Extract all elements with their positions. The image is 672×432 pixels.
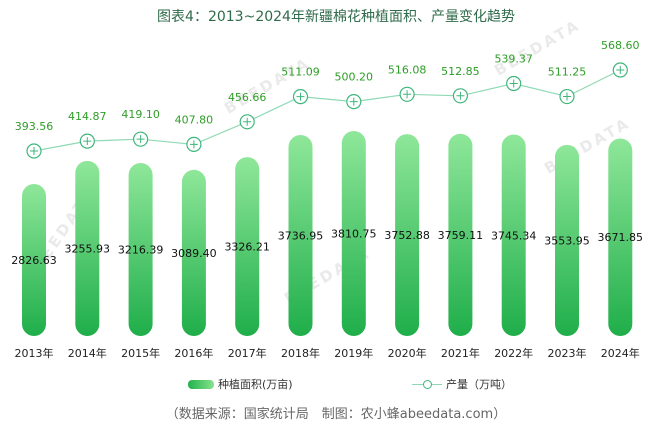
output-point-2022年 [506, 75, 522, 92]
marker-cross [616, 66, 625, 74]
marker-cross [243, 117, 252, 126]
bar-value-label: 3759.11 [438, 229, 484, 242]
output-value-label: 419.10 [121, 108, 160, 121]
legend-item-area: 种植面积(万亩) [188, 376, 293, 392]
bar-value-label: 3745.34 [491, 229, 537, 242]
output-line [33, 69, 621, 152]
bar-2023年 [555, 144, 579, 336]
x-tick-label: 2014年 [68, 346, 107, 360]
x-tick-label: 2015年 [121, 346, 160, 360]
marker-cross [456, 91, 465, 100]
output-point-2023年 [559, 88, 575, 105]
x-tick-label: 2019年 [334, 346, 373, 360]
bar-2021年 [448, 133, 473, 336]
bar-value-label: 3326.21 [224, 241, 270, 254]
x-tick-label: 2023年 [548, 346, 587, 360]
bar-2014年 [75, 160, 100, 336]
output-point-2017年 [239, 114, 255, 130]
legend-bar-swatch [188, 379, 214, 389]
watermark-text: BEEDATA [221, 54, 314, 118]
x-tick-label: 2024年 [601, 346, 640, 360]
output-point-2018年 [292, 89, 309, 105]
output-point-2015年 [133, 131, 149, 147]
marker-cross [563, 92, 571, 101]
marker-cross [403, 90, 412, 99]
chart-title: 图表4：2013~2024年新疆棉花种植面积、产量变化趋势 [157, 9, 515, 25]
output-point-2016年 [186, 136, 202, 153]
bar-2020年 [395, 134, 420, 336]
bar-2017年 [235, 157, 260, 336]
output-point-2014年 [79, 133, 95, 149]
output-value-label: 516.08 [388, 63, 427, 76]
output-point-2020年 [399, 86, 415, 102]
bar-value-label: 3089.40 [171, 247, 217, 260]
output-value-label: 393.56 [15, 120, 54, 133]
output-value-label: 414.87 [68, 110, 107, 123]
output-point-2019年 [346, 94, 362, 110]
bar-2018年 [288, 134, 313, 336]
output-point-2024年 [612, 62, 628, 78]
x-tick-label: 2018年 [281, 346, 320, 360]
marker-cross [136, 135, 145, 144]
bar-value-label: 2826.63 [11, 254, 57, 267]
output-value-label: 539.37 [494, 53, 533, 66]
marker-cross [189, 140, 198, 149]
x-tick-label: 2021年 [441, 346, 480, 360]
marker-cross [30, 147, 38, 155]
legend-label-area: 种植面积(万亩) [218, 378, 293, 391]
bar-value-label: 3752.88 [384, 229, 430, 242]
bar-value-label: 3736.95 [278, 229, 324, 242]
legend: 种植面积(万亩) 产量（万吨） [0, 376, 672, 394]
output-point-2021年 [452, 88, 468, 104]
x-tick-label: 2017年 [228, 346, 267, 360]
bar-2015年 [128, 162, 153, 336]
output-value-label: 511.25 [548, 66, 587, 79]
bar-2019年 [341, 131, 366, 336]
bar-2016年 [181, 169, 206, 336]
output-value-label: 500.20 [335, 71, 374, 84]
bar-value-label: 3255.93 [65, 242, 111, 255]
marker-cross [509, 79, 518, 88]
bar-value-label: 3671.85 [598, 231, 644, 244]
legend-line-swatch [412, 379, 442, 389]
x-tick-label: 2022年 [494, 346, 533, 360]
bar-2013年 [22, 183, 46, 336]
bar-2024年 [608, 138, 633, 336]
x-tick-label: 2016年 [174, 346, 213, 360]
output-value-label: 512.85 [441, 65, 480, 78]
source-note: （数据来源：国家统计局 制图：农小蜂abeedata.com） [165, 407, 507, 422]
output-value-label: 407.80 [175, 113, 214, 126]
output-value-label: 511.09 [281, 66, 320, 79]
bar-value-label: 3810.75 [331, 228, 377, 241]
legend-item-output: 产量（万吨） [412, 376, 512, 392]
marker-cross [83, 137, 92, 146]
marker-cross [349, 97, 358, 106]
output-point-2013年 [26, 143, 42, 159]
legend-label-output: 产量（万吨） [446, 378, 512, 391]
marker-cross [296, 92, 305, 101]
bar-value-label: 3553.95 [544, 234, 590, 247]
x-tick-label: 2013年 [15, 346, 54, 360]
output-value-label: 456.66 [228, 91, 267, 104]
output-value-label: 568.60 [601, 39, 640, 52]
bar-2022年 [501, 134, 526, 336]
x-tick-label: 2020年 [388, 346, 427, 360]
bar-value-label: 3216.39 [118, 243, 164, 256]
